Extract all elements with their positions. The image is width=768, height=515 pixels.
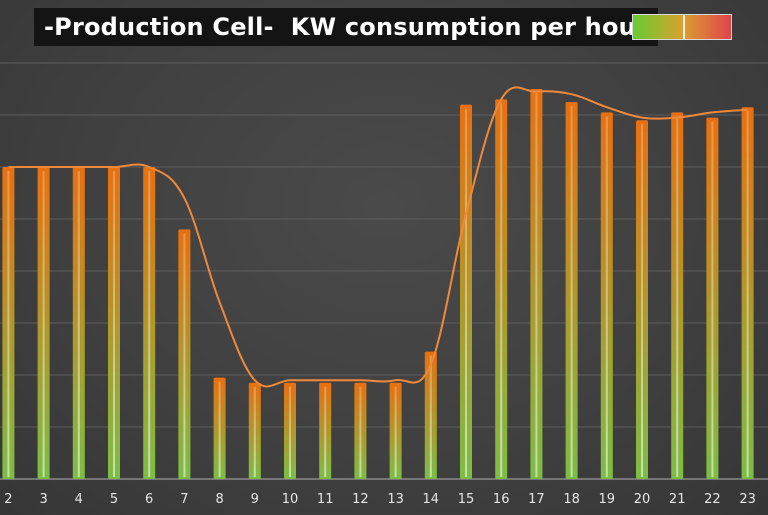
x-tick-label: 17 — [528, 492, 545, 507]
x-tick-label: 9 — [251, 492, 259, 507]
x-tick-labels: 2 3 4 5 6 7 8 9 10 11 12 13 14 15 16 17 18 19 20 21 22 23 — [4, 492, 756, 507]
x-tick-label: 18 — [563, 492, 580, 507]
gridlines — [0, 62, 768, 480]
bar-highlight — [429, 355, 432, 477]
x-tick-label: 12 — [352, 492, 369, 507]
x-tick-label: 23 — [739, 492, 756, 507]
bar-series — [2, 89, 754, 480]
bar-highlight — [570, 106, 573, 477]
bar-highlight — [711, 121, 714, 477]
trend-line — [8, 86, 748, 388]
x-tick-label: 8 — [215, 492, 223, 507]
legend-marker — [683, 15, 685, 39]
x-tick-label: 11 — [317, 492, 334, 507]
x-tick-label: 6 — [145, 492, 153, 507]
x-tick-label: 19 — [599, 492, 616, 507]
bar-highlight — [148, 171, 151, 477]
bar-highlight — [113, 171, 115, 477]
bar-highlight — [465, 108, 467, 477]
x-tick-label: 4 — [75, 492, 83, 507]
bar-highlight — [77, 171, 80, 477]
bar-highlight — [676, 116, 679, 478]
bar-highlight — [324, 386, 327, 477]
bar-highlight — [500, 103, 503, 478]
x-tick-label: 10 — [282, 492, 299, 507]
x-tick-label: 3 — [39, 492, 47, 507]
x-tick-label: 5 — [110, 492, 118, 507]
x-tick-label: 20 — [634, 492, 651, 507]
bar-highlight — [253, 386, 256, 477]
bar-highlight — [746, 111, 749, 477]
bar-highlight — [535, 93, 538, 477]
legend-gradient-swatch — [632, 14, 732, 40]
bar-highlight — [641, 124, 643, 477]
bar-highlight — [289, 386, 291, 477]
bar-highlight — [42, 171, 45, 477]
bar-highlight — [7, 171, 10, 477]
bar-highlight — [359, 386, 362, 477]
bar-highlight — [218, 381, 221, 477]
x-tick-label: 15 — [458, 492, 475, 507]
x-tick-label: 2 — [4, 492, 12, 507]
bar-highlight — [394, 386, 397, 477]
bar-highlight — [183, 233, 186, 477]
chart-title-box: -Production Cell- KW consumption per hou… — [34, 8, 658, 46]
x-tick-label: 21 — [669, 492, 686, 507]
x-tick-label: 16 — [493, 492, 510, 507]
x-tick-label: 13 — [387, 492, 404, 507]
x-tick-label: 7 — [180, 492, 188, 507]
x-tick-label: 14 — [423, 492, 440, 507]
bar-highlight — [605, 116, 608, 478]
x-tick-label: 22 — [704, 492, 721, 507]
chart-title: -Production Cell- KW consumption per hou… — [44, 13, 648, 41]
